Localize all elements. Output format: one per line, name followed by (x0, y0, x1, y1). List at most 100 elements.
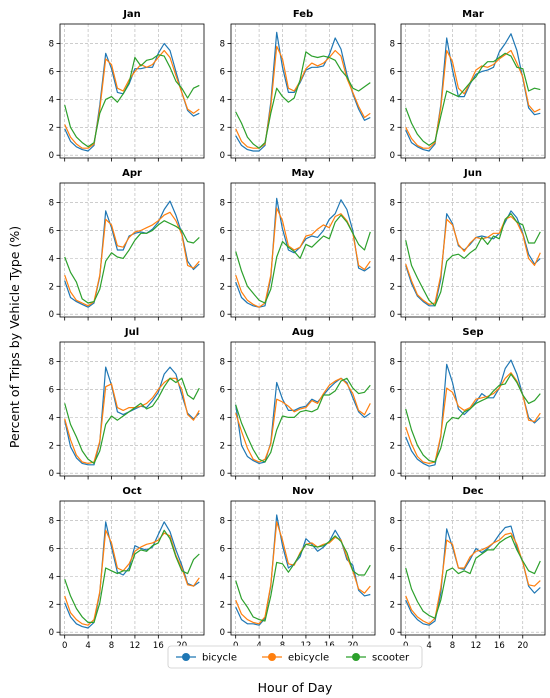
series-line-scooter (405, 373, 541, 463)
series-line-scooter (405, 52, 541, 146)
subplot-frame (59, 23, 205, 159)
y-tick-label: 2 (220, 600, 225, 610)
y-tick-label: 6 (220, 226, 225, 236)
subplot-frame (230, 500, 376, 636)
y-tick-label: 8 (390, 358, 395, 368)
y-tick-label: 0 (220, 469, 225, 479)
series-line-bicycle (235, 514, 371, 626)
subplot-title: Jan (122, 9, 141, 20)
y-tick-label: 2 (390, 123, 395, 133)
y-tick-label: 4 (49, 572, 54, 582)
y-tick-label: 8 (220, 517, 225, 527)
y-tick-label: 4 (220, 572, 225, 582)
series-line-bicycle (64, 42, 200, 152)
series-line-ebicycle (64, 377, 200, 464)
series-line-ebicycle (235, 45, 371, 149)
subplot-frame (59, 182, 205, 318)
series-line-scooter (64, 529, 200, 624)
subplot-title: Oct (122, 486, 141, 497)
y-tick-label: 4 (390, 413, 395, 423)
y-tick-label: 6 (390, 67, 395, 77)
series-line-bicycle (405, 525, 541, 626)
subplot-may: May 0 2 4 6 8 (220, 168, 376, 321)
series-line-bicycle (64, 366, 200, 466)
x-tick-label: 16 (153, 641, 164, 651)
subplot-nov: Nov04812162002468 (220, 486, 376, 651)
x-tick-label: 12 (471, 641, 482, 651)
subplot-frame (400, 23, 546, 159)
x-tick-label: 4 (85, 641, 90, 651)
x-tick-label: 20 (517, 641, 528, 651)
subplot-dec: Dec04812162002468 (390, 486, 546, 651)
series-line-bicycle (64, 521, 200, 629)
y-tick-label: 0 (49, 469, 54, 479)
subplot-jun: Jun 0 2 4 6 8 (390, 168, 546, 321)
y-tick-label: 0 (49, 310, 54, 320)
subplot-frame (230, 23, 376, 159)
subplot-title: Aug (292, 327, 314, 338)
series-line-scooter (235, 214, 371, 304)
legend-frame (167, 645, 423, 669)
y-tick-label: 6 (220, 67, 225, 77)
x-tick-label: 12 (130, 641, 141, 651)
series-line-bicycle (405, 359, 541, 467)
subplot-title: Dec (462, 486, 483, 497)
subplot-title: May (292, 168, 315, 179)
y-tick-label: 8 (390, 517, 395, 527)
y-tick-label: 2 (49, 123, 54, 133)
y-tick-label: 4 (49, 413, 54, 423)
y-tick-label: 6 (49, 544, 54, 554)
series-line-scooter (405, 535, 541, 619)
subplot-title: Sep (462, 327, 483, 338)
y-tick-label: 8 (49, 199, 54, 209)
subplot-title: Nov (292, 486, 314, 497)
y-tick-label: 8 (220, 40, 225, 50)
series-line-ebicycle (235, 521, 371, 625)
y-tick-label: 4 (49, 254, 54, 264)
x-tick-label: 8 (109, 641, 114, 651)
y-tick-label: 0 (390, 151, 395, 161)
y-tick-label: 8 (220, 199, 225, 209)
subplot-apr: Apr 0 2 4 6 8 (49, 168, 205, 321)
subplot-frame (400, 182, 546, 318)
series-line-ebicycle (405, 49, 541, 149)
y-tick-label: 2 (220, 441, 225, 451)
legend-label-scooter: scooter (372, 653, 410, 664)
subplot-grid: Jan 0 2 4 6 8 Feb 0 2 4 6 8 Mar 0 2 4 6 8 Apr 0 2 4 6 8 May 0 2 4 6 8… (49, 9, 546, 651)
y-tick-label: 4 (220, 95, 225, 105)
x-axis-label: Hour of Day (258, 680, 333, 695)
y-tick-label: 4 (390, 254, 395, 264)
subplot-frame (59, 500, 205, 636)
y-tick-label: 6 (220, 385, 225, 395)
y-tick-label: 2 (390, 600, 395, 610)
y-tick-label: 6 (49, 385, 54, 395)
subplot-jan: Jan 0 2 4 6 8 (49, 9, 205, 162)
y-tick-label: 0 (220, 151, 225, 161)
y-tick-label: 0 (220, 310, 225, 320)
y-tick-label: 0 (220, 628, 225, 638)
legend-label-ebicycle: ebicycle (288, 653, 329, 664)
subplot-sep: Sep 0 2 4 6 8 (390, 327, 546, 480)
series-line-ebicycle (235, 377, 371, 463)
y-tick-label: 2 (220, 123, 225, 133)
subplot-title: Jun (463, 168, 482, 179)
subplot-title: Apr (122, 168, 142, 179)
subplot-frame (230, 341, 376, 477)
subplot-feb: Feb 0 2 4 6 8 (220, 9, 376, 162)
series-line-ebicycle (405, 532, 541, 625)
y-tick-label: 8 (49, 358, 54, 368)
y-tick-label: 4 (390, 572, 395, 582)
y-tick-label: 8 (390, 40, 395, 50)
y-tick-label: 4 (390, 95, 395, 105)
y-tick-label: 2 (390, 441, 395, 451)
subplot-frame (400, 500, 546, 636)
subplot-title: Feb (293, 9, 313, 20)
series-line-bicycle (235, 377, 371, 464)
series-line-scooter (235, 535, 371, 622)
x-tick-label: 16 (494, 641, 505, 651)
series-line-scooter (64, 54, 200, 148)
y-tick-label: 0 (390, 310, 395, 320)
series-line-ebicycle (64, 49, 200, 149)
subplot-frame (400, 341, 546, 477)
y-tick-label: 8 (49, 517, 54, 527)
